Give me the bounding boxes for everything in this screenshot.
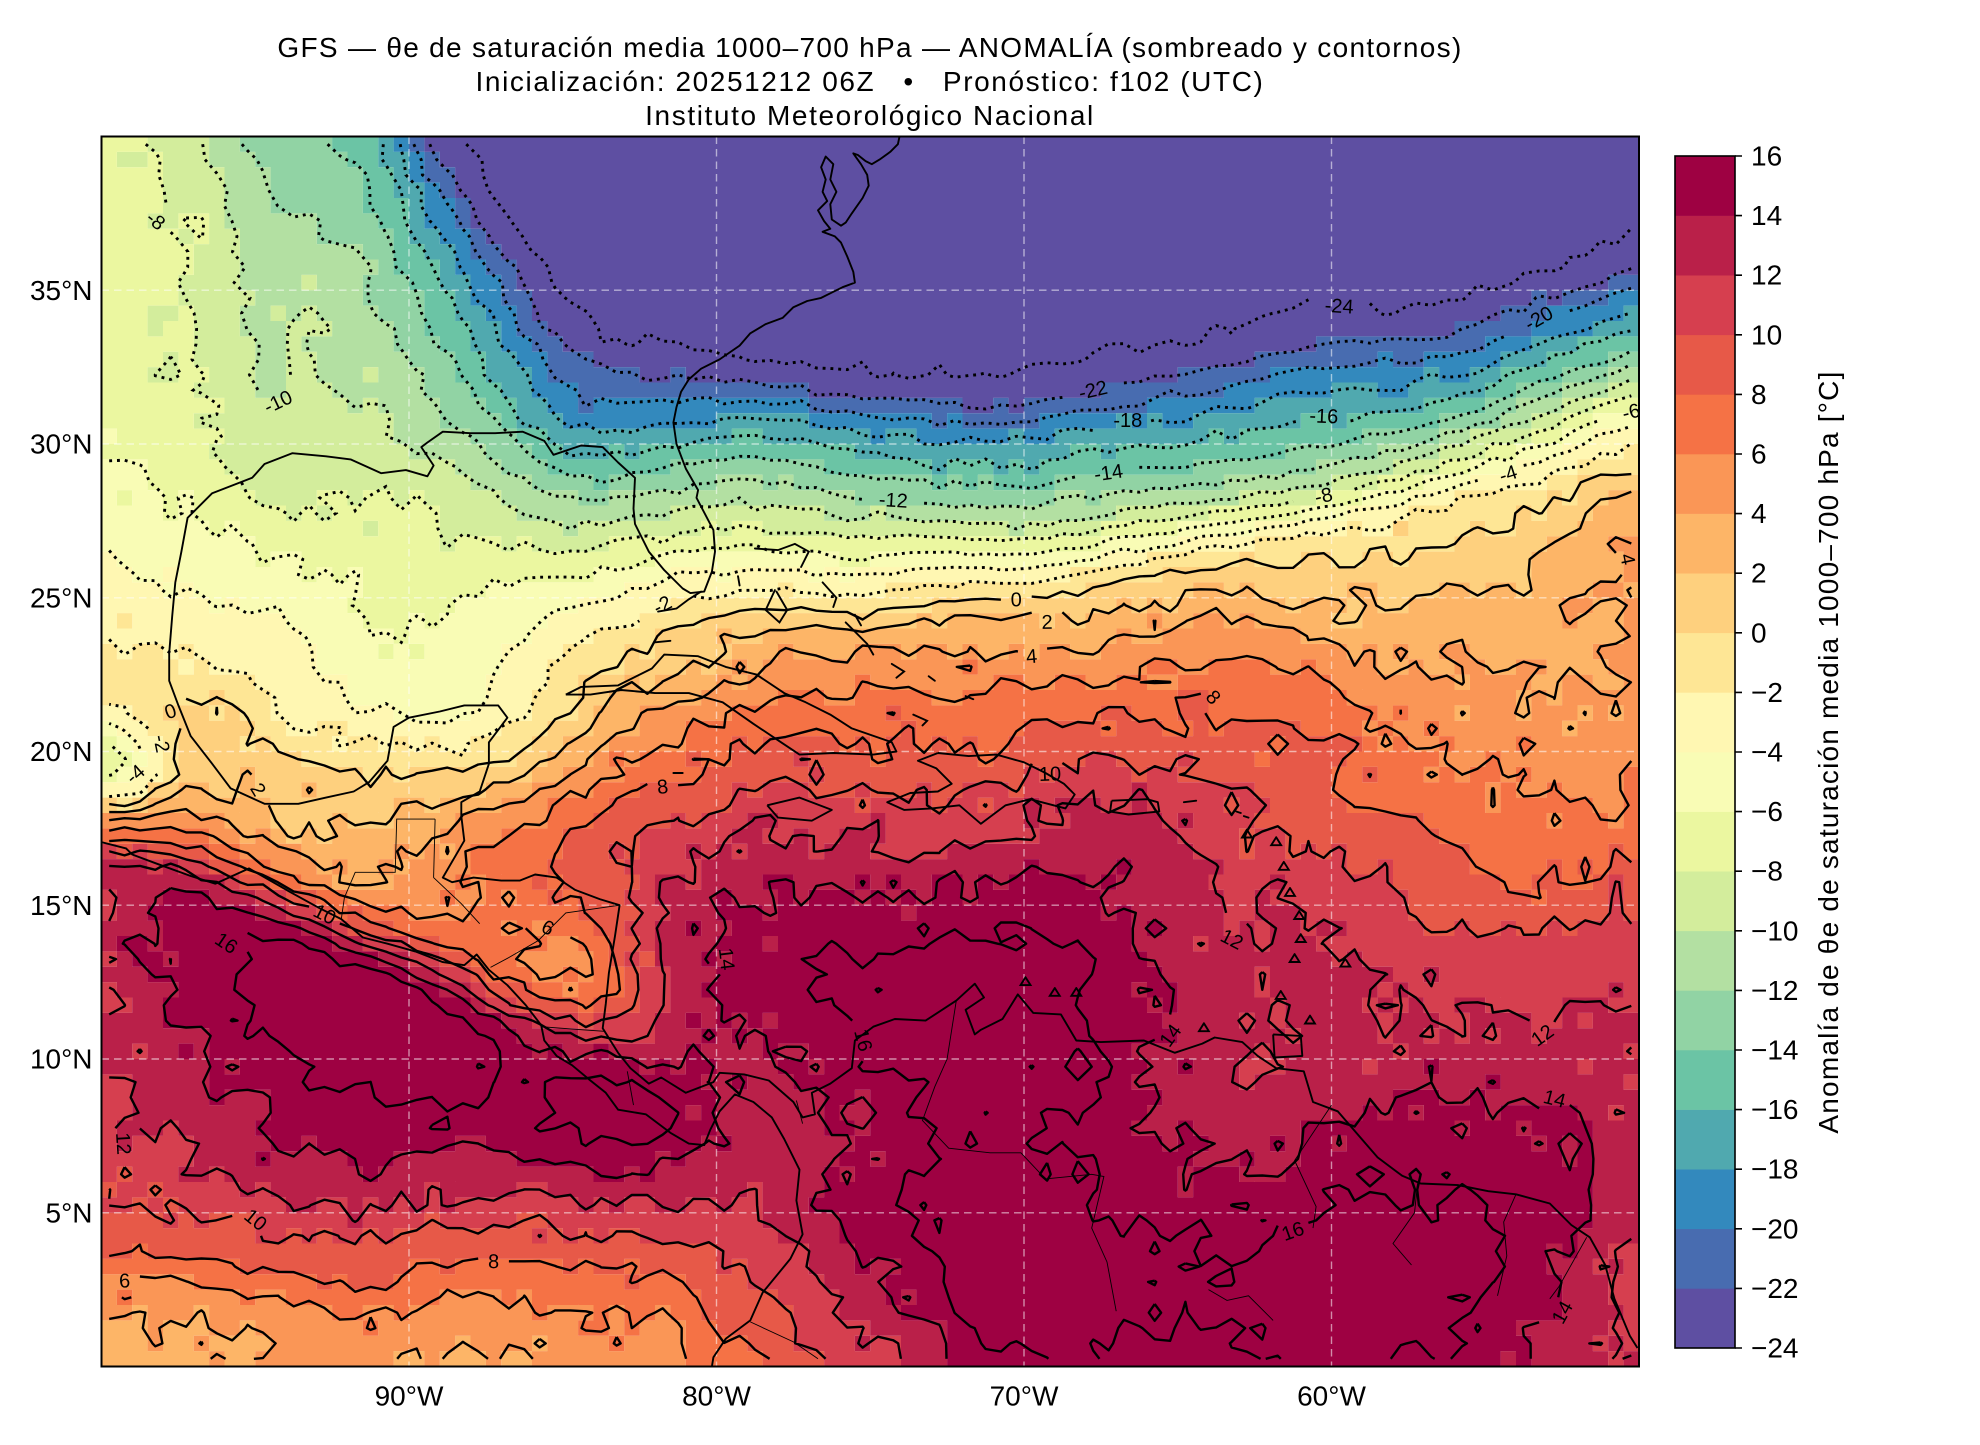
svg-text:4: 4 bbox=[1751, 498, 1767, 529]
svg-text:10: 10 bbox=[1751, 319, 1782, 350]
svg-text:-14: -14 bbox=[1093, 460, 1125, 486]
svg-text:12: 12 bbox=[1751, 260, 1782, 291]
svg-text:0: 0 bbox=[1751, 617, 1767, 648]
svg-text:-16: -16 bbox=[1309, 405, 1339, 428]
svg-text:2: 2 bbox=[1041, 612, 1052, 634]
svg-text:-18: -18 bbox=[1113, 410, 1142, 432]
svg-text:8: 8 bbox=[656, 776, 669, 799]
svg-text:−16: −16 bbox=[1751, 1094, 1799, 1125]
svg-text:10: 10 bbox=[1038, 763, 1061, 786]
svg-text:70°W: 70°W bbox=[990, 1381, 1059, 1412]
svg-text:90°W: 90°W bbox=[375, 1381, 444, 1412]
svg-text:2: 2 bbox=[1751, 558, 1767, 589]
svg-text:−12: −12 bbox=[1751, 975, 1799, 1006]
svg-text:GFS — θe de saturación media 1: GFS — θe de saturación media 1000–700 hP… bbox=[277, 32, 1462, 63]
svg-text:6: 6 bbox=[1751, 439, 1767, 470]
svg-text:14: 14 bbox=[1541, 1086, 1568, 1113]
svg-text:35°N: 35°N bbox=[30, 275, 93, 306]
svg-text:80°W: 80°W bbox=[682, 1381, 751, 1412]
svg-text:8: 8 bbox=[488, 1251, 499, 1273]
svg-text:-12: -12 bbox=[878, 489, 908, 513]
svg-text:20°N: 20°N bbox=[30, 736, 93, 767]
svg-text:−2: −2 bbox=[1751, 677, 1783, 708]
svg-text:25°N: 25°N bbox=[30, 582, 93, 613]
svg-text:12: 12 bbox=[111, 1132, 134, 1156]
svg-text:4: 4 bbox=[1025, 646, 1038, 669]
svg-text:Instituto Meteorológico Nacion: Instituto Meteorológico Nacional bbox=[645, 100, 1095, 131]
svg-text:-6: -6 bbox=[1620, 400, 1643, 426]
svg-text:0: 0 bbox=[1011, 589, 1022, 611]
svg-text:-8: -8 bbox=[1313, 484, 1335, 509]
svg-text:Inicialización: 20251212 06Z: Inicialización: 20251212 06Z • Pronóstic… bbox=[476, 66, 1265, 97]
svg-text:30°N: 30°N bbox=[30, 429, 93, 460]
svg-text:−24: −24 bbox=[1751, 1333, 1799, 1364]
svg-text:−20: −20 bbox=[1751, 1213, 1799, 1244]
svg-text:-24: -24 bbox=[1324, 295, 1354, 319]
svg-text:-2: -2 bbox=[148, 733, 173, 755]
svg-text:14: 14 bbox=[1751, 200, 1782, 231]
svg-text:10°N: 10°N bbox=[30, 1044, 93, 1075]
svg-text:−18: −18 bbox=[1751, 1154, 1799, 1185]
svg-text:4: 4 bbox=[1615, 552, 1639, 567]
svg-text:Anomalía de θe de saturación m: Anomalía de θe de saturación media 1000–… bbox=[1813, 370, 1844, 1133]
svg-text:−10: −10 bbox=[1751, 915, 1799, 946]
svg-text:−8: −8 bbox=[1751, 856, 1783, 887]
svg-text:−14: −14 bbox=[1751, 1035, 1799, 1066]
svg-text:−6: −6 bbox=[1751, 796, 1783, 827]
svg-text:−22: −22 bbox=[1751, 1273, 1799, 1304]
svg-text:5°N: 5°N bbox=[46, 1197, 93, 1228]
svg-text:14: 14 bbox=[714, 947, 739, 972]
svg-text:-4: -4 bbox=[1496, 461, 1520, 487]
svg-text:−4: −4 bbox=[1751, 737, 1783, 768]
svg-text:8: 8 bbox=[1751, 379, 1767, 410]
svg-text:15°N: 15°N bbox=[30, 890, 93, 921]
svg-text:60°W: 60°W bbox=[1297, 1381, 1366, 1412]
svg-text:16: 16 bbox=[1751, 141, 1782, 172]
svg-text:6: 6 bbox=[119, 1270, 131, 1293]
svg-text:16: 16 bbox=[849, 1027, 876, 1054]
